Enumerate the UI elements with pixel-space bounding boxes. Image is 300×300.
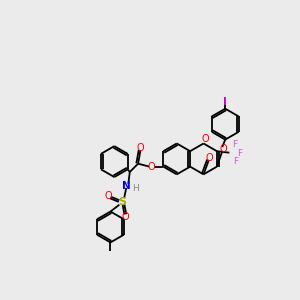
Text: O: O xyxy=(205,153,213,163)
Text: F: F xyxy=(233,157,238,166)
Text: S: S xyxy=(118,197,126,207)
Text: O: O xyxy=(201,134,209,144)
Text: F: F xyxy=(237,149,242,158)
Text: O: O xyxy=(105,191,112,201)
Text: I: I xyxy=(223,97,227,107)
Text: O: O xyxy=(148,162,155,172)
Text: O: O xyxy=(121,212,129,222)
Text: H: H xyxy=(132,184,139,193)
Text: O: O xyxy=(219,144,227,154)
Text: O: O xyxy=(137,143,144,153)
Text: F: F xyxy=(232,140,237,149)
Text: N: N xyxy=(122,181,130,191)
